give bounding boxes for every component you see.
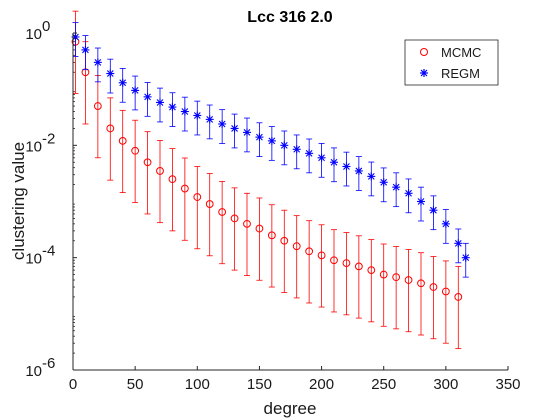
data-point-regm [317,153,326,162]
legend-box [404,39,499,86]
y-tick-label: 10 [25,26,42,43]
data-point-mcmc [354,262,363,271]
x-tick-label: 50 [127,376,144,393]
plot-area [73,33,508,370]
legend-marker-regm [420,69,428,77]
x-axis-label: degree [264,399,317,418]
y-tick-exponent: -6 [42,355,55,372]
legend-label-regm: REGM [441,66,480,81]
y-tick-exponent: 0 [42,18,50,35]
data-point-regm [168,103,177,112]
data-point-regm [305,149,314,158]
data-point-mcmc [143,158,152,167]
legend: MCMC REGM [404,39,499,86]
data-point-mcmc [379,270,388,279]
y-tick-base: 10 [25,138,42,155]
data-point-mcmc [106,124,115,133]
data-point-mcmc [168,175,177,184]
data-point-regm [417,197,425,206]
data-point-regm [342,162,351,171]
data-point-regm [454,239,463,248]
x-tick-label: 350 [495,376,520,393]
y-tick-exponent: -4 [42,243,55,260]
data-point-mcmc [367,266,376,275]
data-point-mcmc [392,273,401,282]
x-tick-label: 150 [247,376,272,393]
x-tick-label: 200 [309,376,334,393]
data-point-mcmc [243,219,251,228]
data-point-mcmc [218,208,227,216]
data-point-mcmc [305,247,314,256]
y-tick-label: 10 [25,138,42,155]
y-tick-base: 10 [25,26,42,43]
data-point-regm [292,145,301,154]
data-point-regm [280,141,289,150]
y-tick-base: 10 [25,363,42,380]
y-tick-label: 10 [25,363,42,380]
data-point-regm [93,58,102,67]
y-tick-base: 10 [25,251,42,268]
data-point-regm [230,124,239,133]
data-point-regm [106,69,115,78]
data-point-regm [156,98,164,107]
y-axis-label: clustering value [9,142,28,260]
data-point-regm [81,45,90,54]
data-point-regm [367,172,376,181]
data-point-regm [205,115,214,124]
x-tick-label: 250 [371,376,396,393]
chart-title: Lcc 316 2.0 [247,9,333,26]
data-point-mcmc [230,214,239,223]
x-tick-label: 100 [185,376,210,393]
data-point-mcmc [267,231,276,240]
x-tick-label: 300 [433,376,458,393]
data-point-regm [379,178,388,187]
data-point-mcmc [454,293,463,301]
data-point-regm [193,111,202,120]
data-point-regm [429,206,438,215]
data-point-regm [243,128,251,137]
data-point-regm [354,166,363,175]
y-tick-label: 10 [25,251,42,268]
data-point-mcmc [342,259,351,268]
data-point-regm [461,253,470,262]
data-point-mcmc [180,184,189,193]
y-tick-exponent: -2 [42,130,55,147]
data-point-mcmc [441,287,450,296]
data-point-regm [143,92,152,101]
data-point-regm [267,136,276,145]
data-point-mcmc [255,224,264,233]
data-point-mcmc [330,256,338,265]
x-tick-label: 0 [69,376,77,393]
data-point-mcmc [118,136,127,145]
data-point-mcmc [131,146,140,155]
data-point-mcmc [205,200,214,208]
data-point-regm [218,119,227,128]
data-point-regm [441,219,450,228]
data-point-regm [255,133,264,142]
data-point-mcmc [193,193,202,201]
x-axis-ticks: 0 50 100 150 200 250 300 350 [69,366,521,393]
data-point-mcmc [156,167,164,175]
legend-label-mcmc: MCMC [441,45,481,60]
data-point-mcmc [429,283,438,291]
data-point-mcmc [292,242,301,251]
data-point-mcmc [317,251,326,260]
data-point-regm [118,78,127,87]
data-point-regm [392,183,401,192]
data-point-regm [330,158,338,167]
legend-marker-mcmc [420,48,428,56]
data-point-mcmc [417,279,425,288]
data-point-mcmc [404,276,413,284]
data-point-regm [131,86,140,95]
data-point-regm [180,107,189,116]
axes-frame [72,33,508,371]
data-point-mcmc [93,102,102,110]
data-point-mcmc [280,236,289,245]
data-point-regm [404,189,413,198]
